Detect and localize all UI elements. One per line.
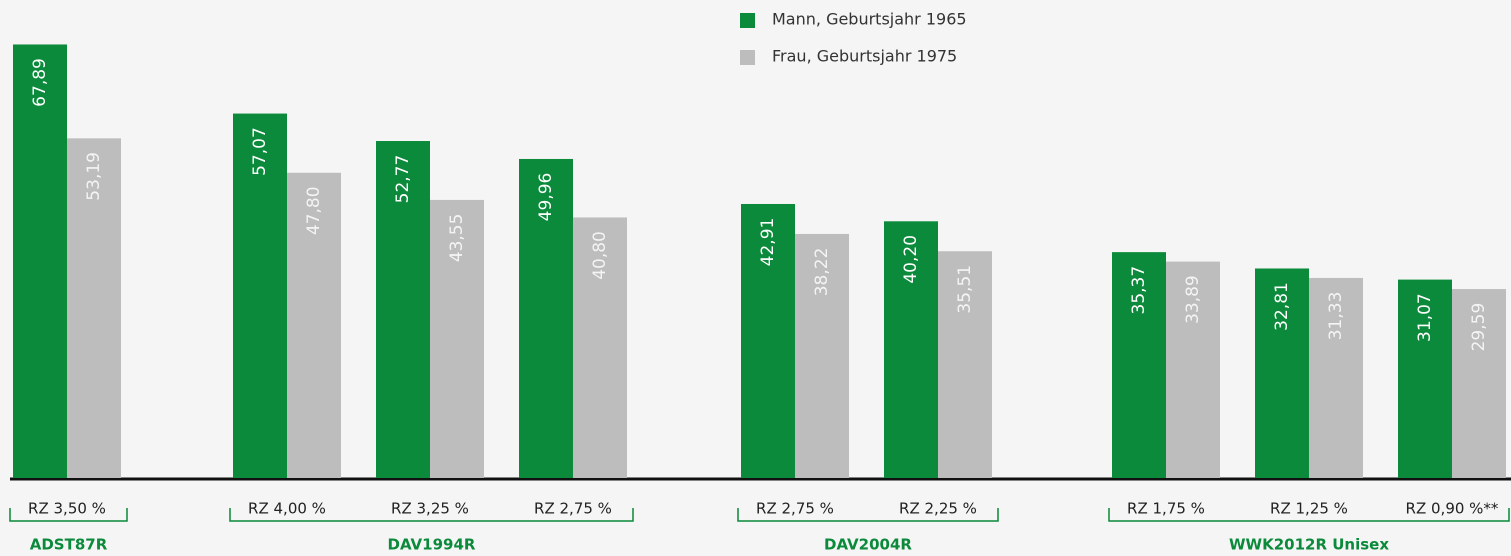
value-label: 40,80 — [590, 231, 610, 280]
value-label: 35,51 — [955, 265, 975, 314]
value-label: 32,81 — [1272, 282, 1292, 331]
bar — [1166, 261, 1220, 478]
bar — [519, 158, 573, 478]
bar — [430, 199, 484, 478]
category-label: RZ 4,00 % — [248, 500, 326, 518]
bar — [938, 251, 992, 478]
value-label: 42,91 — [758, 218, 778, 267]
bar — [1112, 252, 1166, 478]
category-label: RZ 2,25 % — [899, 500, 977, 518]
value-label: 67,89 — [30, 58, 50, 107]
category-label: RZ 1,25 % — [1270, 500, 1348, 518]
bar — [376, 141, 430, 478]
bar — [795, 233, 849, 478]
value-label: 31,07 — [1415, 293, 1435, 342]
category-label: RZ 3,50 % — [28, 500, 106, 518]
group-bracket — [1108, 508, 1510, 522]
legend-swatch — [740, 13, 755, 28]
group-label: DAV1994R — [388, 536, 476, 554]
bar — [13, 44, 67, 479]
category-label: RZ 2,75 % — [756, 500, 834, 518]
value-label: 47,80 — [304, 186, 324, 235]
legend-label: Mann, Geburtsjahr 1965 — [772, 10, 967, 29]
bar — [1255, 268, 1309, 478]
bar — [1398, 279, 1452, 478]
value-label: 52,77 — [393, 155, 413, 204]
group-label: ADST87R — [30, 536, 108, 554]
category-label: RZ 2,75 % — [534, 500, 612, 518]
bar — [287, 172, 341, 478]
value-label: 33,89 — [1183, 275, 1203, 324]
value-label: 31,33 — [1326, 292, 1346, 341]
bar — [1309, 277, 1363, 478]
value-label: 49,96 — [536, 173, 556, 222]
legend-label: Frau, Geburtsjahr 1975 — [772, 47, 957, 66]
bar — [741, 203, 795, 478]
category-label: RZ 3,25 % — [391, 500, 469, 518]
group-label: WWK2012R Unisex — [1229, 536, 1389, 554]
legend-swatch — [740, 50, 755, 65]
bar — [1452, 289, 1506, 478]
category-label: RZ 0,90 %** — [1406, 500, 1499, 518]
value-label: 38,22 — [812, 248, 832, 297]
value-label: 35,37 — [1129, 266, 1149, 315]
group-bracket — [229, 508, 634, 522]
value-label: 57,07 — [250, 127, 270, 176]
group-label: DAV2004R — [824, 536, 912, 554]
bar — [67, 138, 121, 478]
bar — [233, 113, 287, 478]
value-label: 40,20 — [901, 235, 921, 284]
category-label: RZ 1,75 % — [1127, 500, 1205, 518]
value-label: 43,55 — [447, 214, 467, 263]
group-bracket — [9, 508, 128, 522]
value-label: 53,19 — [84, 152, 104, 201]
value-label: 29,59 — [1469, 303, 1489, 352]
group-bracket — [737, 508, 999, 522]
bar — [884, 221, 938, 478]
bar — [573, 217, 627, 478]
